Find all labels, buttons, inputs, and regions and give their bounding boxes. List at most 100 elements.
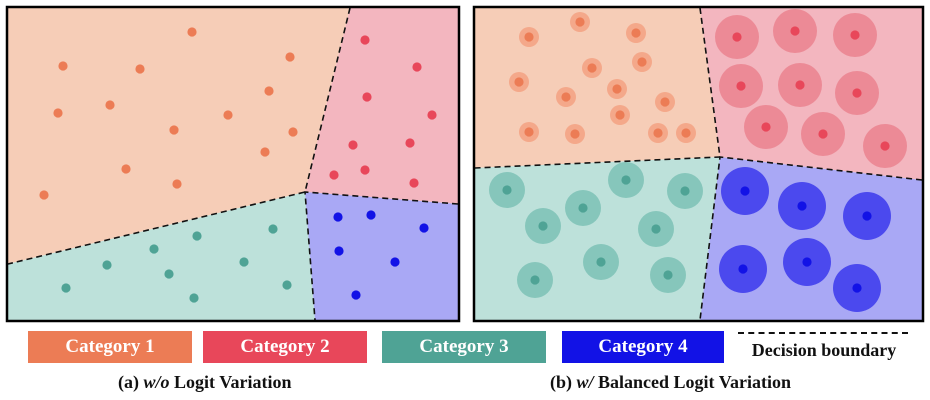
caption-b: (b) w/ Balanced Logit Variation <box>550 372 791 393</box>
category4-point <box>366 210 376 220</box>
category1-point <box>660 97 670 107</box>
category1-point <box>561 92 571 102</box>
category3-point <box>680 186 690 196</box>
category4-point <box>740 186 750 196</box>
legend-category1: Category 1 <box>28 331 192 363</box>
category1-point <box>631 28 641 38</box>
category4-point <box>419 223 429 233</box>
category1-point <box>575 17 585 27</box>
legend-category4: Category 4 <box>562 331 724 363</box>
category1-point <box>121 164 131 174</box>
panel-b-frame <box>472 5 925 323</box>
category2-point <box>412 62 422 72</box>
legend-category2-label: Category 2 <box>240 336 330 357</box>
category4-point <box>333 212 343 222</box>
category2-point <box>329 170 339 180</box>
category1-point <box>637 57 647 67</box>
category3-point <box>61 283 71 293</box>
panel-a-points <box>39 27 437 303</box>
category3-point <box>538 221 548 231</box>
panel-a-region-category4 <box>305 192 458 320</box>
category1-point <box>105 100 115 110</box>
legend-boundary-label: Decision boundary <box>751 340 897 360</box>
category3-point <box>149 244 159 254</box>
panel-a-decision-boundary <box>7 7 351 265</box>
legend-category4-label: Category 4 <box>598 336 688 357</box>
category1-point <box>260 147 270 157</box>
category4-point <box>802 257 812 267</box>
category1-point <box>264 86 274 96</box>
legend-boundary-line <box>738 332 908 334</box>
category1-point <box>169 125 179 135</box>
category3-point <box>621 175 631 185</box>
category3-point <box>164 269 174 279</box>
category1-point <box>524 127 534 137</box>
category1-point <box>172 179 182 189</box>
category2-point <box>818 129 828 139</box>
panel-a-decision-boundary <box>304 191 459 321</box>
legend-category3: Category 3 <box>382 331 546 363</box>
category2-point <box>880 141 890 151</box>
category1-point <box>58 61 68 71</box>
category2-point <box>360 165 370 175</box>
category3-point <box>502 185 512 195</box>
category4-point <box>738 264 748 274</box>
caption-a-italic: w/o <box>143 372 170 392</box>
category2-point <box>348 140 358 150</box>
category4-point <box>390 257 400 267</box>
category2-point <box>790 26 800 36</box>
category3-point <box>663 270 673 280</box>
category4-point <box>862 211 872 221</box>
category1-point <box>653 128 663 138</box>
caption-b-prefix: (b) <box>550 372 572 392</box>
category1-point <box>524 32 534 42</box>
category3-point <box>530 275 540 285</box>
category2-point <box>736 81 746 91</box>
category3-point <box>596 257 606 267</box>
category2-point <box>409 178 419 188</box>
panel-b-decision-boundary <box>699 156 923 321</box>
category3-point <box>651 224 661 234</box>
panel-a-region-category3 <box>8 192 315 320</box>
caption-a-suffix: Logit Variation <box>174 372 292 392</box>
panel-b-points <box>502 17 890 293</box>
category3-point <box>239 257 249 267</box>
panel-a-region-category1 <box>8 8 350 264</box>
category1-point <box>612 84 622 94</box>
category4-point <box>351 290 361 300</box>
category1-point <box>681 128 691 138</box>
category2-point <box>852 88 862 98</box>
category4-point <box>852 283 862 293</box>
category1-point <box>514 77 524 87</box>
category3-point <box>192 231 202 241</box>
category3-point <box>102 260 112 270</box>
category1-point <box>615 110 625 120</box>
panel-a-region-category2 <box>305 8 458 204</box>
category2-point <box>362 92 372 102</box>
category4-point <box>334 246 344 256</box>
caption-b-suffix: Balanced Logit Variation <box>598 372 792 392</box>
legend-category3-label: Category 3 <box>419 336 509 357</box>
category1-point <box>288 127 298 137</box>
category4-point <box>797 201 807 211</box>
caption-a: (a) w/o Logit Variation <box>118 372 292 393</box>
caption-b-italic: w/ <box>576 372 594 392</box>
category3-point <box>578 203 588 213</box>
category2-point <box>761 122 771 132</box>
caption-a-prefix: (a) <box>118 372 139 392</box>
category1-point <box>53 108 63 118</box>
category1-point <box>570 129 580 139</box>
category1-point <box>285 52 295 62</box>
category1-point <box>223 110 233 120</box>
panel-a <box>5 5 461 323</box>
panel-a-frame <box>5 5 461 323</box>
category3-point <box>282 280 292 290</box>
category2-point <box>360 35 370 45</box>
category3-point <box>189 293 199 303</box>
category1-point <box>587 63 597 73</box>
legend-category2: Category 2 <box>203 331 367 363</box>
category1-point <box>39 190 49 200</box>
category2-point <box>795 80 805 90</box>
category2-point <box>850 30 860 40</box>
